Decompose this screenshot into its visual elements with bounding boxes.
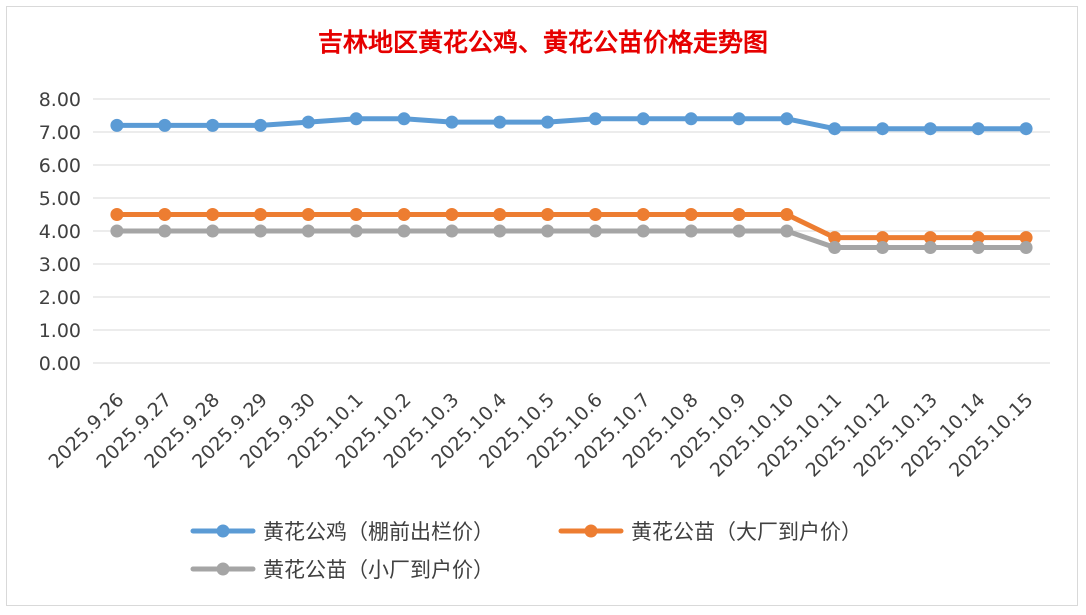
chart-title: 吉林地区黄花公鸡、黄花公苗价格走势图: [318, 28, 768, 57]
data-point: [301, 115, 315, 129]
data-point: [397, 208, 411, 221]
data-point: [828, 231, 842, 245]
data-point: [349, 208, 363, 221]
data-point: [541, 208, 555, 221]
data-point: [206, 224, 220, 238]
y-tick-label: 0.00: [39, 353, 81, 375]
chart-frame: 吉林地区黄花公鸡、黄花公苗价格走势图 0.00 1.00 2.00 3.00 4.00 5…: [6, 6, 1078, 606]
series-line: [114, 116, 1029, 132]
data-point: [971, 231, 985, 245]
data-point: [301, 224, 315, 238]
data-point: [732, 112, 746, 126]
data-point: [541, 224, 555, 238]
data-point: [1019, 122, 1033, 136]
data-point: [445, 115, 459, 129]
data-point: [493, 208, 507, 221]
data-point: [732, 208, 746, 221]
data-point: [971, 122, 985, 136]
y-tick-label: 2.00: [39, 287, 81, 309]
data-point: [684, 208, 698, 221]
series-line: [114, 228, 1029, 250]
data-point: [158, 224, 172, 238]
data-point: [349, 112, 363, 126]
legend-item: 黄花公苗（小厂到户价）: [190, 558, 494, 582]
data-point: [780, 112, 794, 126]
data-point: [397, 224, 411, 238]
legend-label: 黄花公鸡（棚前出栏价）: [263, 520, 494, 544]
x-tick-labels: 2025.9.262025.9.272025.9.282025.9.292025…: [45, 389, 1038, 481]
y-tick-label: 1.00: [39, 320, 81, 342]
data-point: [1019, 241, 1033, 254]
legend-marker-icon: [584, 524, 598, 538]
data-point: [1019, 231, 1033, 245]
legend-marker-icon: [216, 524, 230, 538]
data-point: [588, 224, 602, 238]
data-point: [206, 118, 220, 132]
data-point: [876, 241, 890, 254]
data-point: [684, 224, 698, 238]
data-point: [636, 112, 650, 126]
data-point: [828, 122, 842, 136]
legend-label: 黄花公苗（大厂到户价）: [631, 520, 862, 544]
series-line: [114, 212, 1029, 241]
y-tick-label: 6.00: [39, 155, 81, 177]
legend-item: 黄花公鸡（棚前出栏价）: [190, 520, 494, 544]
data-point: [923, 122, 937, 136]
data-point: [301, 208, 315, 221]
data-point: [588, 208, 602, 221]
data-point: [110, 224, 124, 238]
legend-label: 黄花公苗（小厂到户价）: [263, 558, 494, 582]
data-point: [110, 118, 124, 132]
data-point: [158, 208, 172, 221]
data-point: [206, 208, 220, 221]
legend-item: 黄花公苗（大厂到户价）: [558, 520, 862, 544]
data-point: [732, 224, 746, 238]
data-point: [588, 112, 602, 126]
data-point: [636, 208, 650, 221]
data-point: [780, 208, 794, 221]
data-point: [445, 224, 459, 238]
data-point: [445, 208, 459, 221]
data-point: [541, 115, 555, 129]
data-point: [923, 241, 937, 254]
line-chart: 吉林地区黄花公鸡、黄花公苗价格走势图 0.00 1.00 2.00 3.00 4.00 5…: [39, 28, 1050, 582]
data-point: [971, 241, 985, 254]
data-point: [253, 224, 267, 238]
y-tick-labels: 0.00 1.00 2.00 3.00 4.00 5.00 6.00 7.00 8.00: [39, 89, 81, 375]
data-point: [349, 224, 363, 238]
y-tick-label: 8.00: [39, 89, 81, 111]
series-3: [110, 224, 1033, 254]
y-tick-label: 7.00: [39, 122, 81, 144]
data-point: [397, 112, 411, 126]
data-point: [253, 208, 267, 221]
data-point: [493, 224, 507, 238]
series-1: [110, 112, 1033, 136]
data-point: [780, 224, 794, 238]
series-2: [110, 208, 1033, 245]
data-point: [828, 241, 842, 254]
y-tick-label: 4.00: [39, 221, 81, 243]
data-point: [684, 112, 698, 126]
y-tick-label: 5.00: [39, 188, 81, 210]
data-point: [876, 231, 890, 245]
data-point: [876, 122, 890, 136]
series-layer: [110, 112, 1033, 254]
legend: 黄花公鸡（棚前出栏价） 黄花公苗（大厂到户价） 黄花公苗（小厂到户价）: [190, 520, 862, 582]
data-point: [493, 115, 507, 129]
data-point: [923, 231, 937, 245]
data-point: [158, 118, 172, 132]
data-point: [636, 224, 650, 238]
y-tick-label: 3.00: [39, 254, 81, 276]
data-point: [253, 118, 267, 132]
legend-marker-icon: [216, 562, 230, 576]
data-point: [110, 208, 124, 221]
